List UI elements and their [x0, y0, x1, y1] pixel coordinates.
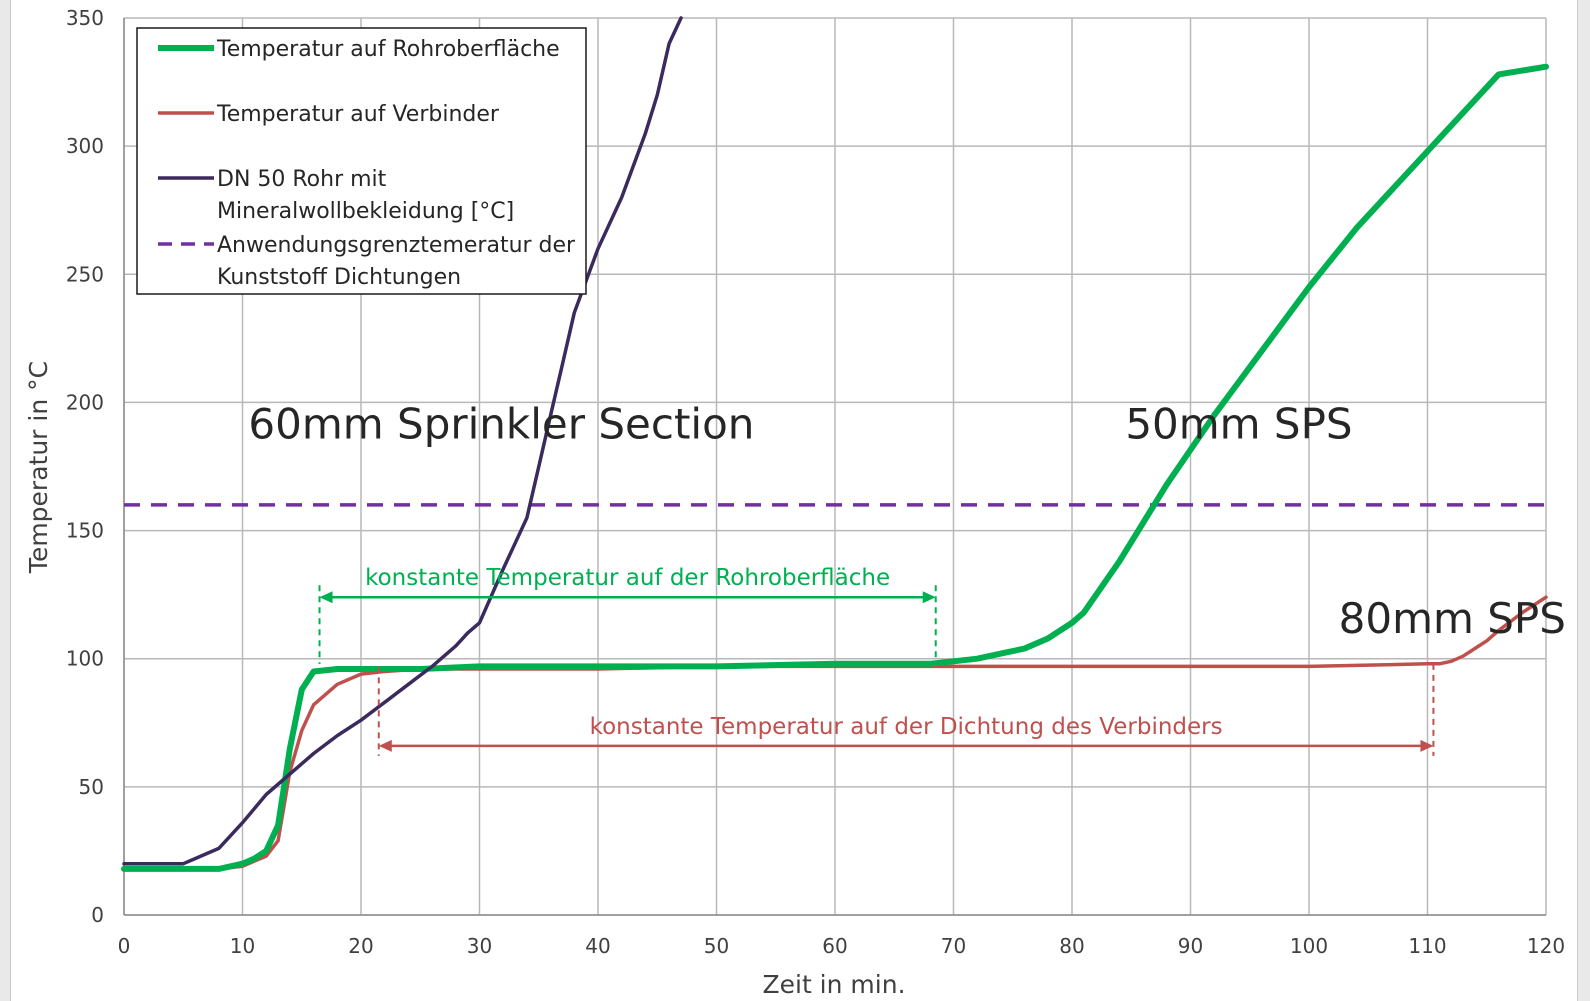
y-tick-label: 300 [66, 134, 104, 158]
window-frame-left [0, 0, 11, 1001]
x-tick-label: 40 [585, 934, 610, 958]
x-axis-title: Zeit in min. [762, 970, 905, 999]
y-axis-title: Temperatur in °C [24, 361, 53, 574]
legend-box [136, 27, 587, 295]
legend-entry-label: Temperatur auf Rohroberfläche [216, 37, 560, 62]
legend-entry-label: Temperatur auf Verbinder [216, 102, 500, 127]
x-tick-label: 80 [1059, 934, 1084, 958]
annotation-label: 80mm SPS [1339, 594, 1566, 643]
x-tick-label: 100 [1290, 934, 1328, 958]
window-frame-right [1577, 0, 1590, 1001]
x-tick-label: 60 [822, 934, 847, 958]
annotation-label: 60mm Sprinkler Section [248, 399, 754, 448]
span-arrowhead-right [922, 591, 936, 604]
x-tick-label: 0 [118, 934, 131, 958]
span-arrowhead-left [378, 739, 392, 752]
span-arrowhead-left [319, 591, 333, 604]
legend-entry-label: Anwendungsgrenztemeratur der [217, 233, 576, 258]
span-label: konstante Temperatur auf der Rohroberflä… [365, 565, 890, 591]
y-tick-label: 350 [66, 6, 104, 30]
x-tick-label: 50 [704, 934, 729, 958]
x-tick-label: 70 [941, 934, 966, 958]
series-line-0 [121, 63, 1549, 872]
axes: 0 10 20 30 40 50 60 70 80 90 100 110 120 0 50 100 150 200… [66, 6, 1565, 958]
x-tick-label: 10 [230, 934, 255, 958]
legend: Temperatur auf Rohroberfläche Temperatur … [136, 27, 587, 295]
x-tick-label: 20 [348, 934, 373, 958]
legend-entry-label: Kunststoff Dichtungen [217, 265, 461, 290]
x-tick-label: 110 [1408, 934, 1446, 958]
legend-entry-label: DN 50 Rohr mit [217, 167, 387, 192]
x-tick-label: 120 [1527, 934, 1565, 958]
span-arrowhead-right [1420, 739, 1434, 752]
series-line-2 [122, 16, 683, 866]
annotation-label: 50mm SPS [1125, 399, 1352, 448]
y-tick-label: 200 [66, 390, 104, 414]
y-tick-label: 0 [91, 903, 104, 927]
series-lines [121, 16, 1549, 872]
y-tick-label: 150 [66, 519, 104, 543]
span-label: konstante Temperatur auf der Dichtung de… [590, 714, 1223, 740]
x-tick-label: 90 [1178, 934, 1203, 958]
y-tick-label: 250 [66, 262, 104, 286]
x-tick-label: 30 [467, 934, 492, 958]
legend-entry-label: Mineralwollbekleidung [°C] [217, 199, 514, 224]
y-tick-label: 100 [66, 647, 104, 671]
y-tick-label: 50 [79, 775, 104, 799]
annotations: 60mm Sprinkler Section 50mm SPS 80mm SPS ko… [248, 399, 1566, 756]
